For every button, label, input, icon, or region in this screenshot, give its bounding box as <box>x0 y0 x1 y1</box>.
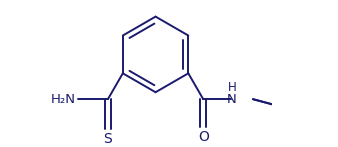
Text: N: N <box>227 93 237 106</box>
Text: H₂N: H₂N <box>51 93 76 106</box>
Text: S: S <box>103 132 112 146</box>
Text: O: O <box>198 130 209 144</box>
Text: H: H <box>228 81 237 94</box>
